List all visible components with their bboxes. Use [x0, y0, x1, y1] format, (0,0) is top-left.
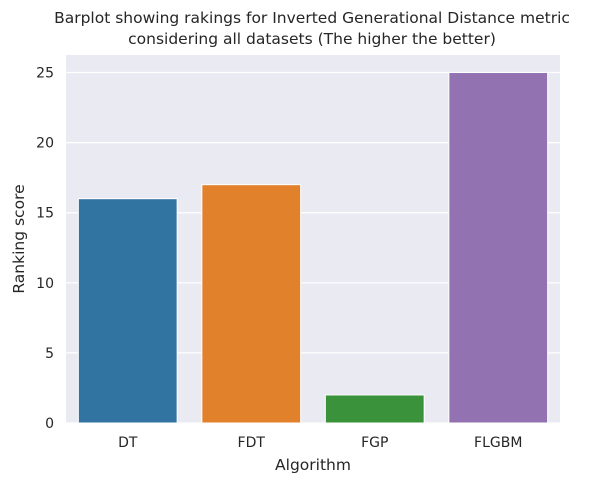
- chart-title: Barplot showing rakings for Inverted Gen…: [0, 8, 600, 50]
- y-tick-label: 20: [36, 136, 54, 152]
- y-axis-ticks: 0 5 10 15 20 25: [36, 66, 54, 432]
- bars: [77, 72, 549, 424]
- x-tick-label: DT: [118, 435, 138, 451]
- y-tick-label: 25: [36, 66, 54, 82]
- y-tick-label: 5: [45, 346, 54, 362]
- x-tick-label: FDT: [238, 435, 266, 451]
- y-tick-label: 15: [36, 206, 54, 222]
- x-tick-label: FGP: [361, 435, 388, 451]
- x-axis-ticks: DT FDT FGP FLGBM: [118, 435, 522, 451]
- y-tick-label: 10: [36, 276, 54, 292]
- x-axis-label: Algorithm: [275, 456, 351, 474]
- y-tick-label: 0: [45, 416, 54, 432]
- bar-fgp: [324, 394, 425, 424]
- chart-title-line1: Barplot showing rakings for Inverted Gen…: [54, 9, 570, 27]
- bar-dt: [77, 198, 178, 424]
- bar-flgbm: [448, 72, 549, 424]
- bar-fdt: [201, 184, 302, 424]
- y-axis-label: Ranking score: [10, 184, 28, 293]
- chart-title-line2: considering all datasets (The higher the…: [128, 30, 496, 48]
- x-tick-label: FLGBM: [474, 435, 522, 451]
